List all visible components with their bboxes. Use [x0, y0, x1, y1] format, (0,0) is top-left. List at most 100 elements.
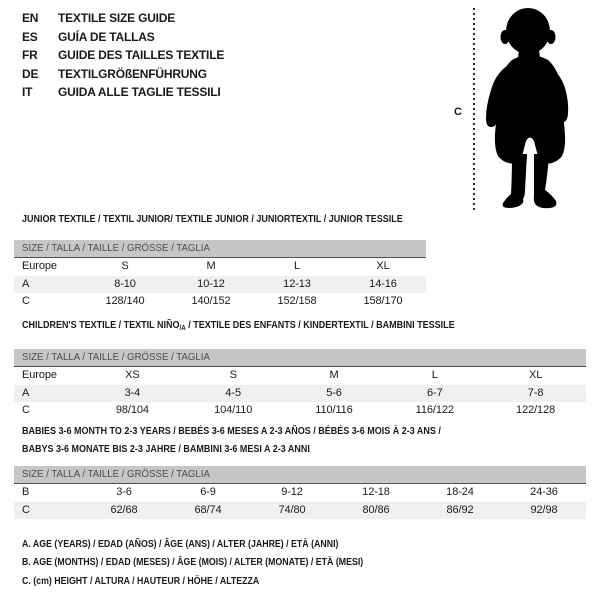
table-cell: 62/68 [110, 503, 138, 516]
title-subscript: /A [179, 325, 186, 332]
table-row: B 3-6 6-9 9-12 12-18 18-24 24-36 [14, 484, 586, 502]
row-label: Europe [22, 260, 57, 272]
section-title-text: CHILDREN'S TEXTILE / TEXTIL NIÑO/A / TEX… [22, 320, 455, 335]
language-row: DE TEXTILGRÖßENFÜHRUNG [22, 65, 224, 84]
table-cell: 12-13 [283, 277, 311, 290]
table-cell: XS [125, 369, 140, 381]
footnote-text: C. (cm) HEIGHT / ALTURA / HAUTEUR / HÖHE… [22, 575, 260, 587]
title-part: / TEXTILE DES ENFANTS / KINDERTEXTIL / B… [185, 320, 455, 331]
language-title: GUIDE DES TAILLES TEXTILE [58, 48, 225, 63]
table-cell: 140/152 [191, 295, 231, 307]
title-part: CHILDREN'S TEXTILE / TEXTIL NIÑO [22, 320, 180, 331]
language-row: IT GUIDA ALLE TAGLIE TESSILI [22, 83, 224, 102]
language-code: EN [22, 11, 39, 25]
table-row: A 3-4 4-5 5-6 6-7 7-8 [14, 384, 586, 402]
section-title-babies-line2: BABYS 3-6 MONATE BIS 2-3 JAHRE / BAMBINI… [22, 444, 342, 456]
table-cell: S [229, 369, 237, 381]
size-header-bar: SIZE / TALLA / TAILLE / GRÖSSE / TAGLIA [14, 349, 586, 367]
row-label: A [22, 277, 30, 290]
table-cell: 12-18 [362, 486, 390, 498]
table-cell: 7-8 [527, 386, 544, 399]
table-row: Europe S M L XL [14, 258, 426, 276]
language-code: ES [22, 29, 38, 44]
height-dotted-line [473, 8, 475, 211]
language-row: FR GUIDE DES TAILLES TEXTILE [22, 46, 224, 65]
section-title-text: BABYS 3-6 MONATE BIS 2-3 JAHRE / BAMBINI… [22, 444, 310, 455]
table-cell: 128/140 [105, 295, 145, 307]
junior-size-table: SIZE / TALLA / TAILLE / GRÖSSE / TAGLIA … [14, 240, 426, 311]
table-cell: 158/170 [363, 295, 403, 307]
row-label: B [22, 486, 30, 498]
table-cell: XL [528, 369, 543, 381]
language-code: IT [22, 85, 33, 100]
size-header-text: SIZE / TALLA / TAILLE / GRÖSSE / TAGLIA [22, 242, 210, 254]
language-title: TEXTILE SIZE GUIDE [58, 11, 176, 25]
table-cell: 3-6 [116, 486, 132, 498]
size-header-bar: SIZE / TALLA / TAILLE / GRÖSSE / TAGLIA [14, 466, 586, 484]
table-row: C 62/68 68/74 74/80 80/86 86/92 92/98 [14, 501, 586, 519]
table-cell: S [121, 260, 129, 272]
table-cell: 4-5 [225, 386, 241, 399]
table-row: Europe XS S M L XL [14, 367, 586, 385]
table-cell: M [329, 369, 339, 381]
language-code: FR [22, 48, 38, 63]
table-cell: 3-4 [124, 386, 141, 399]
table-row: C 98/104 104/110 110/116 116/122 122/128 [14, 402, 586, 420]
footnote-a: A. AGE (YEARS) / EDAD (AÑOS) / ÂGE (ANS)… [22, 536, 410, 554]
table-cell: 18-24 [446, 486, 474, 498]
table-cell: 6-7 [426, 386, 443, 399]
size-header-text: SIZE / TALLA / TAILLE / GRÖSSE / TAGLIA [22, 468, 210, 480]
table-cell: L [293, 260, 301, 272]
language-title-list: EN TEXTILE SIZE GUIDE ES GUÍA DE TALLAS … [22, 9, 224, 102]
table-cell: 152/158 [277, 295, 317, 307]
footnote-text: B. AGE (MONTHS) / EDAD (MESES) / ÂGE (MO… [22, 557, 364, 569]
baby-silhouette-icon [486, 8, 569, 209]
row-label: C [22, 404, 30, 416]
table-cell: 9-12 [281, 486, 303, 498]
table-cell: 116/122 [415, 404, 454, 416]
footnote-b: B. AGE (MONTHS) / EDAD (MESES) / ÂGE (MO… [22, 554, 410, 572]
section-title-babies-line1: BABIES 3-6 MONTH TO 2-3 YEARS / BEBÉS 3-… [22, 426, 487, 438]
table-cell: L [431, 369, 438, 381]
footnote-legend: A. AGE (YEARS) / EDAD (AÑOS) / ÂGE (ANS)… [22, 536, 410, 591]
table-cell: 5-6 [326, 386, 342, 399]
table-row: C 128/140 140/152 152/158 158/170 [14, 293, 426, 311]
table-cell: M [206, 260, 216, 272]
language-row: ES GUÍA DE TALLAS [22, 28, 224, 47]
table-cell: 68/74 [194, 503, 222, 516]
row-label: A [22, 386, 30, 399]
table-cell: 74/80 [278, 503, 306, 516]
language-title: TEXTILGRÖßENFÜHRUNG [58, 66, 207, 81]
row-label: C [22, 503, 30, 516]
section-title-text: JUNIOR TEXTILE / TEXTIL JUNIOR/ TEXTILE … [22, 214, 403, 225]
size-header-text: SIZE / TALLA / TAILLE / GRÖSSE / TAGLIA [22, 351, 210, 363]
section-title-text: BABIES 3-6 MONTH TO 2-3 YEARS / BEBÉS 3-… [22, 426, 441, 437]
language-row: EN TEXTILE SIZE GUIDE [22, 9, 224, 28]
table-cell: 104/110 [214, 404, 253, 416]
table-cell: 10-12 [197, 277, 225, 290]
children-size-table: SIZE / TALLA / TAILLE / GRÖSSE / TAGLIA … [14, 349, 586, 420]
table-cell: 8-10 [114, 277, 136, 290]
table-cell: 24-36 [530, 486, 558, 498]
row-label: Europe [22, 369, 57, 381]
table-cell: 80/86 [362, 503, 390, 516]
table-row: A 8-10 10-12 12-13 14-16 [14, 275, 426, 293]
table-cell: 14-16 [369, 277, 397, 290]
language-title: GUIDA ALLE TAGLIE TESSILI [58, 85, 221, 100]
row-label: C [22, 295, 30, 307]
language-title: GUÍA DE TALLAS [58, 29, 155, 44]
table-cell: XL [376, 260, 390, 272]
table-cell: 122/128 [516, 404, 556, 416]
section-title-children: CHILDREN'S TEXTILE / TEXTIL NIÑO/A / TEX… [22, 320, 503, 335]
language-code: DE [22, 66, 39, 81]
section-title-junior: JUNIOR TEXTILE / TEXTIL JUNIOR/ TEXTILE … [22, 214, 445, 226]
table-cell: 110/116 [315, 404, 353, 416]
size-header-bar: SIZE / TALLA / TAILLE / GRÖSSE / TAGLIA [14, 240, 426, 258]
footnote-text: A. AGE (YEARS) / EDAD (AÑOS) / ÂGE (ANS)… [22, 539, 339, 550]
table-cell: 92/98 [530, 503, 558, 516]
table-cell: 86/92 [446, 503, 474, 516]
table-cell: 98/104 [115, 404, 149, 416]
footnote-c: C. (cm) HEIGHT / ALTURA / HAUTEUR / HÖHE… [22, 573, 410, 591]
table-cell: 6-9 [200, 486, 216, 498]
